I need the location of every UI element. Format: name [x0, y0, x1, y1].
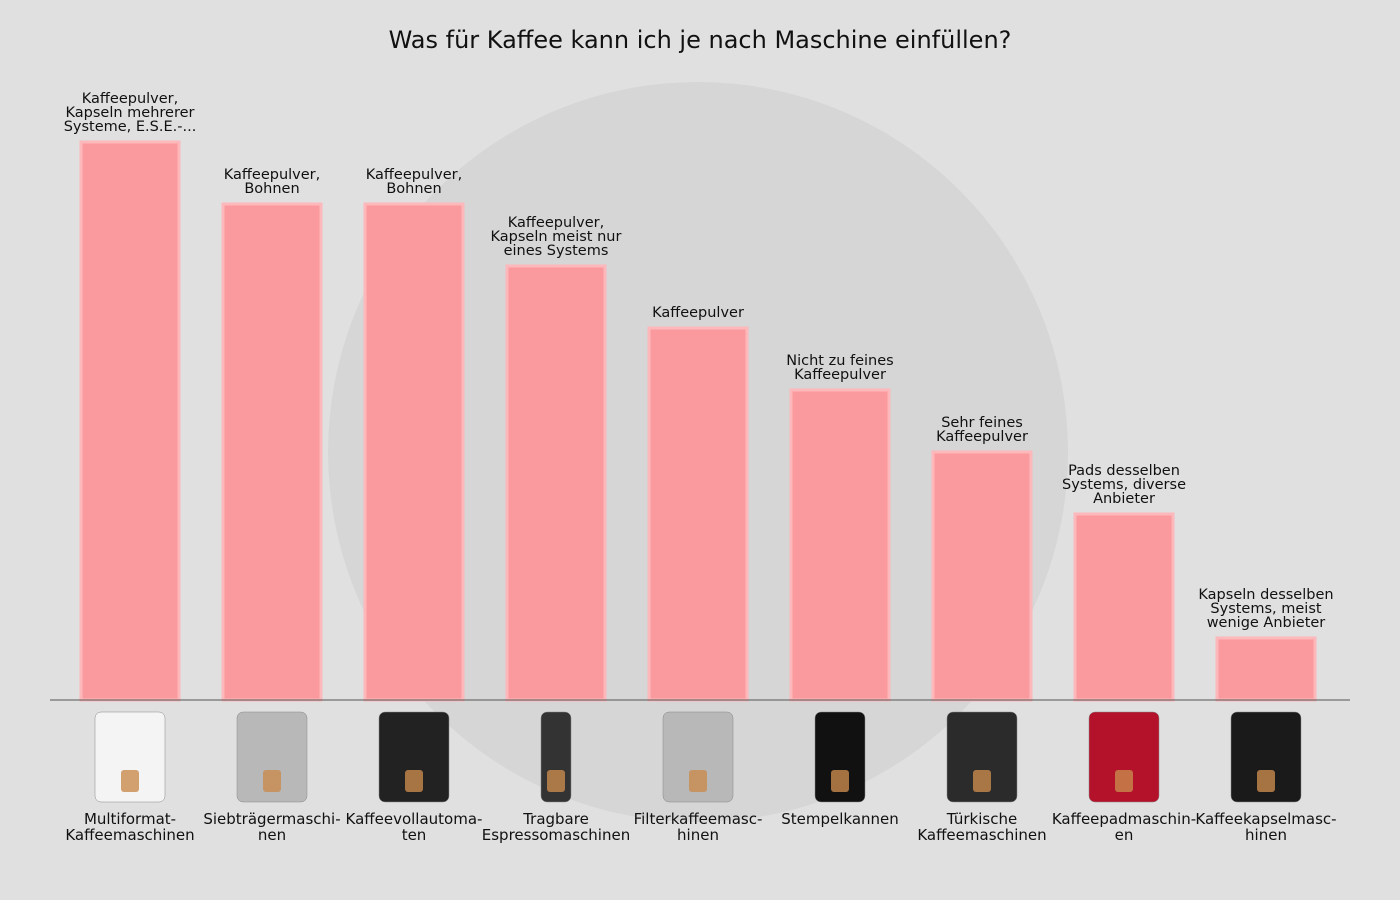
bar-2	[221, 202, 323, 702]
x-tick-label: Siebträgermaschi- nen	[203, 810, 341, 844]
bar-8	[1073, 512, 1175, 702]
bar-7	[931, 450, 1033, 702]
data-label: Sehr feines Kaffeepulver	[936, 415, 1028, 445]
bar-6	[789, 388, 891, 702]
turkish-coffee-machine-icon	[946, 711, 1018, 803]
portable-espresso-icon	[540, 711, 572, 803]
data-label: Kaffeepulver, Kapseln mehrerer Systeme, …	[63, 91, 197, 135]
data-label: Kaffeepulver, Kapseln meist nur eines Sy…	[490, 215, 622, 259]
data-label: Kaffeepulver, Bohnen	[365, 167, 463, 197]
x-tick-label: Kaffeekapselmasc- hinen	[1195, 810, 1337, 844]
bar-5	[647, 326, 749, 702]
fully-automatic-machine-icon	[378, 711, 450, 803]
portafilter-machine-icon	[236, 711, 308, 803]
x-tick-label: Multiformat- Kaffeemaschinen	[65, 810, 195, 844]
chart-title: Was für Kaffee kann ich je nach Maschine…	[388, 26, 1012, 54]
pad-machine-icon	[1088, 711, 1160, 803]
filter-coffee-machine-icon	[662, 711, 734, 803]
data-label: Kaffeepulver	[652, 305, 744, 321]
x-tick-label: Stempelkannen	[781, 810, 899, 828]
data-label: Kapseln desselben Systems, meist wenige …	[1198, 587, 1334, 631]
x-tick-label: Tragbare Espressomaschinen	[481, 810, 631, 844]
x-tick-label: Kaffeepadmaschin- en	[1051, 810, 1197, 844]
x-tick-label: Türkische Kaffeemaschinen	[917, 810, 1047, 844]
x-tick-label: Kaffeevollautoma- ten	[345, 810, 483, 844]
data-label: Nicht zu feines Kaffeepulver	[786, 353, 894, 383]
french-press-icon	[814, 711, 866, 803]
multiformat-machine-icon	[94, 711, 166, 803]
data-label: Pads desselben Systems, diverse Anbieter	[1061, 463, 1186, 507]
bar-3	[363, 202, 465, 702]
capsule-machine-icon	[1230, 711, 1302, 803]
bar-1	[79, 140, 181, 702]
bar-9	[1215, 636, 1317, 702]
bar-4	[505, 264, 607, 702]
data-label: Kaffeepulver, Bohnen	[223, 167, 321, 197]
x-tick-label: Filterkaffeemasc- hinen	[633, 810, 763, 844]
